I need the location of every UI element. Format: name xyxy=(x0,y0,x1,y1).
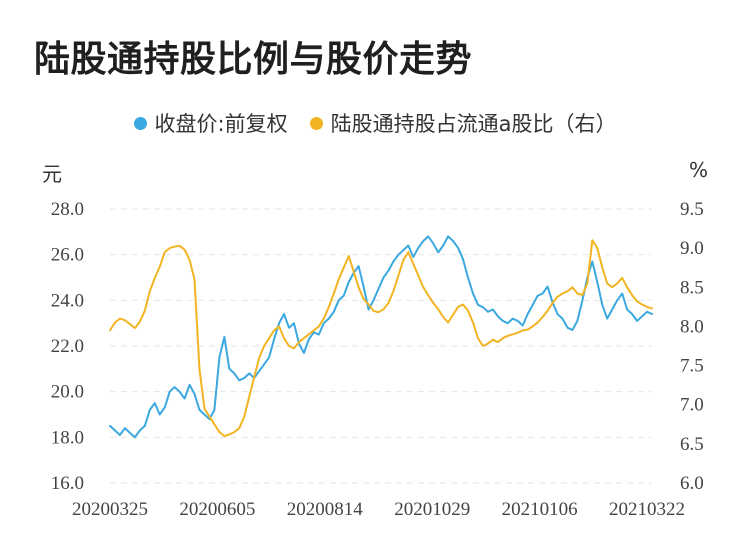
right-tick-label: 7.0 xyxy=(680,395,704,416)
right-tick-label: 6.0 xyxy=(680,473,704,494)
left-tick-label: 26.0 xyxy=(51,245,84,266)
series-line-price xyxy=(109,235,653,439)
legend-item-holding[interactable]: 陆股通持股占流通a股比（右） xyxy=(309,108,617,138)
legend-item-price[interactable]: 收盘价:前复权 xyxy=(133,108,288,138)
x-tick-label: 20201029 xyxy=(394,499,470,520)
left-tick-label: 24.0 xyxy=(51,290,84,311)
left-tick-label: 18.0 xyxy=(51,427,84,448)
right-axis-unit: % xyxy=(688,158,708,182)
right-tick-label: 9.0 xyxy=(680,238,704,259)
x-tick-label: 20210106 xyxy=(502,499,578,520)
legend-dot-price-icon xyxy=(133,116,147,130)
legend-label-price: 收盘价:前复权 xyxy=(154,112,288,136)
legend-label-holding: 陆股通持股占流通a股比（右） xyxy=(330,112,617,136)
chart-title: 陆股通持股比例与股价走势 xyxy=(34,39,473,80)
left-tick-label: 20.0 xyxy=(51,382,84,403)
x-tick-label: 20210322 xyxy=(609,499,685,520)
right-tick-label: 6.5 xyxy=(680,434,704,455)
left-tick-label: 22.0 xyxy=(51,336,84,357)
right-tick-label: 8.0 xyxy=(680,316,704,337)
left-axis-unit: 元 xyxy=(42,162,62,186)
left-tick-label: 16.0 xyxy=(51,473,84,494)
series-line-holding xyxy=(109,239,653,437)
right-tick-label: 8.5 xyxy=(680,277,704,298)
x-tick-label: 20200325 xyxy=(72,499,148,520)
legend: 收盘价:前复权 陆股通持股占流通a股比（右） xyxy=(0,108,750,138)
x-tick-label: 20200605 xyxy=(179,499,255,520)
x-tick-label: 20200814 xyxy=(287,499,364,520)
right-tick-label: 7.5 xyxy=(680,356,704,377)
right-tick-label: 9.5 xyxy=(680,199,704,220)
legend-dot-holding-icon xyxy=(309,116,323,130)
left-tick-label: 28.0 xyxy=(51,199,84,220)
